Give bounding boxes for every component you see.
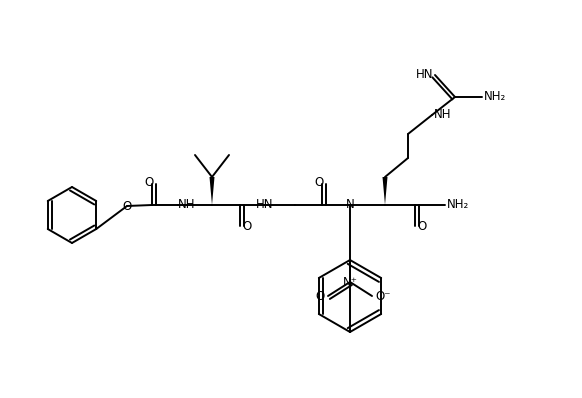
Text: HN: HN [416,68,433,82]
Text: O: O [122,199,132,213]
Text: HN: HN [256,199,274,211]
Text: O: O [316,291,325,304]
Text: N⁺: N⁺ [343,275,357,289]
Text: NH: NH [434,109,452,121]
Text: O: O [417,220,427,234]
Polygon shape [382,177,388,205]
Text: NH: NH [178,199,196,211]
Text: N: N [346,199,354,211]
Text: O⁻: O⁻ [375,291,391,304]
Text: NH₂: NH₂ [447,199,469,211]
Polygon shape [210,177,215,205]
Text: O: O [144,176,154,189]
Text: O: O [242,220,251,234]
Text: NH₂: NH₂ [484,90,506,103]
Text: O: O [314,176,324,189]
